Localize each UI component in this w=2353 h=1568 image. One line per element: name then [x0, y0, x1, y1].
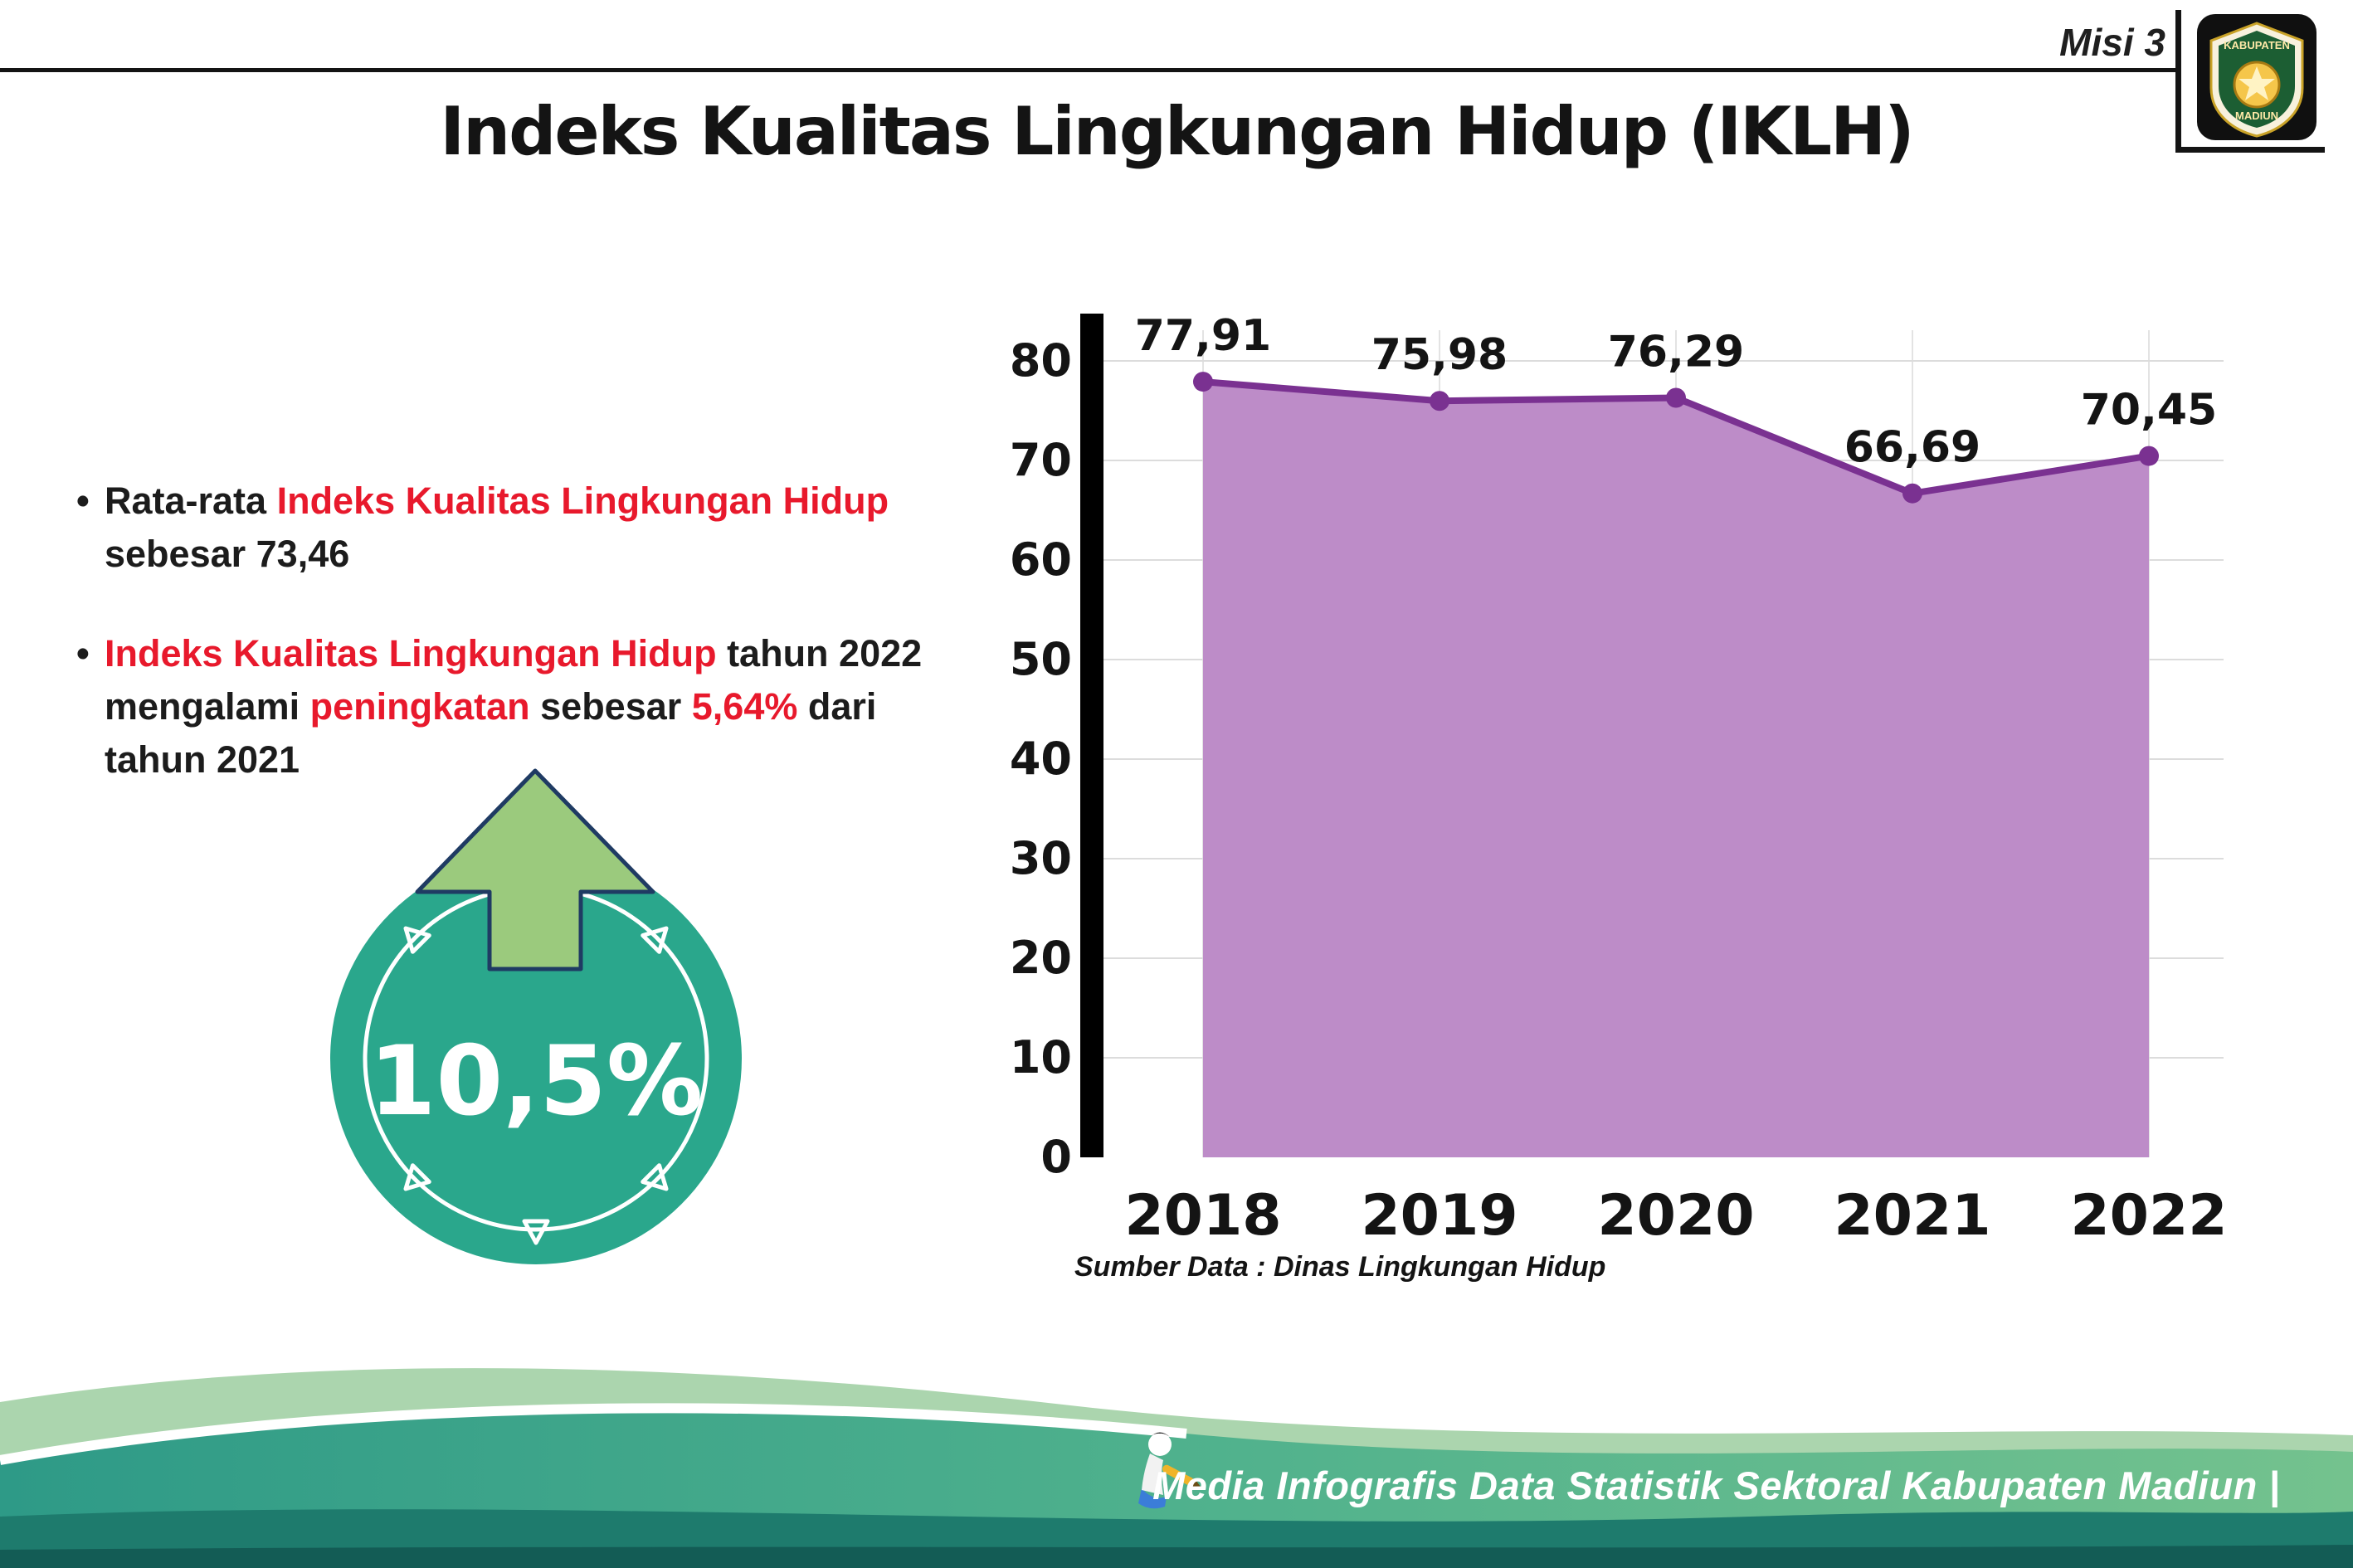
- bullet1-text-2: sebesar 73,46: [105, 532, 350, 575]
- logo-frame: KABUPATEN MADIUN: [2175, 10, 2325, 153]
- svg-text:40: 40: [1010, 733, 1072, 785]
- svg-text:2021: 2021: [1834, 1183, 1990, 1249]
- iklh-chart: 0 10 20 30 40 50 60 70 80 77,91 2018 75,98 2019 76,29…: [1010, 311, 2228, 1249]
- svg-text:70: 70: [1010, 434, 1072, 486]
- svg-text:66,69: 66,69: [1844, 423, 1980, 473]
- svg-text:60: 60: [1010, 533, 1072, 586]
- badge-value: 10,5%: [368, 1025, 704, 1137]
- svg-text:77,91: 77,91: [1135, 311, 1271, 361]
- notes-list: • Rata-rata Indeks Kualitas Lingkungan H…: [76, 475, 1047, 832]
- svg-text:2018: 2018: [1124, 1183, 1281, 1249]
- chart-source: Sumber Data : Dinas Lingkungan Hidup: [1074, 1251, 1606, 1283]
- logo-top-text: KABUPATEN: [2224, 39, 2290, 51]
- svg-text:76,29: 76,29: [1608, 328, 1744, 377]
- svg-text:2020: 2020: [1597, 1183, 1754, 1249]
- logo-bottom-text: MADIUN: [2235, 110, 2278, 122]
- svg-text:10: 10: [1010, 1031, 1072, 1083]
- bullet2-text-1: tahun 2022: [716, 631, 923, 674]
- header-rule: [0, 68, 2175, 72]
- bullet-marker: •: [76, 480, 90, 522]
- svg-text:30: 30: [1010, 832, 1072, 884]
- increase-arrow-icon: [415, 768, 655, 971]
- page-title: Indeks Kualitas Lingkungan Hidup (IKLH): [440, 93, 1914, 170]
- kabupaten-madiun-logo: KABUPATEN MADIUN: [2197, 14, 2316, 140]
- bullet2-text-4: dari: [797, 684, 877, 728]
- bullet-increase: • Indeks Kualitas Lingkungan Hidup tahun…: [76, 627, 1047, 786]
- bullet2-text-5: tahun 2021: [105, 738, 300, 781]
- increase-badge-circle: 10,5%: [330, 853, 742, 1264]
- mascot-icon: [1138, 1432, 1201, 1509]
- footer-waves: [0, 1368, 2353, 1568]
- bullet-increase-text: Indeks Kualitas Lingkungan Hidup tahun 2…: [105, 627, 922, 786]
- svg-text:20: 20: [1010, 932, 1072, 984]
- svg-text:0: 0: [1040, 1131, 1072, 1183]
- svg-text:70,45: 70,45: [2081, 386, 2217, 436]
- bullet-average-text: Rata-rata Indeks Kualitas Lingkungan Hid…: [105, 475, 889, 581]
- bullet2-text-2: mengalami: [105, 684, 310, 728]
- svg-text:75,98: 75,98: [1371, 330, 1508, 380]
- svg-text:2019: 2019: [1361, 1183, 1518, 1249]
- svg-text:50: 50: [1010, 633, 1072, 685]
- svg-text:80: 80: [1010, 334, 1072, 387]
- bullet1-text-1: Rata-rata: [105, 480, 277, 522]
- bullet-marker: •: [76, 631, 90, 674]
- misi-label: Misi 3: [2059, 21, 2165, 64]
- bullet2-highlight-3: 5,64%: [691, 684, 798, 728]
- bullet1-highlight: Indeks Kualitas Lingkungan Hidup: [276, 480, 889, 522]
- bullet2-highlight-1: Indeks Kualitas Lingkungan Hidup: [105, 631, 717, 674]
- bullet2-highlight-2: peningkatan: [309, 684, 530, 728]
- footer-caption: Media Infografis Data Statistik Sektoral…: [1152, 1463, 2280, 1507]
- svg-text:2022: 2022: [2070, 1183, 2227, 1249]
- arrow-shape: [415, 768, 655, 971]
- bullet2-text-3: sebesar: [529, 684, 692, 728]
- bullet-average: • Rata-rata Indeks Kualitas Lingkungan H…: [76, 475, 1047, 581]
